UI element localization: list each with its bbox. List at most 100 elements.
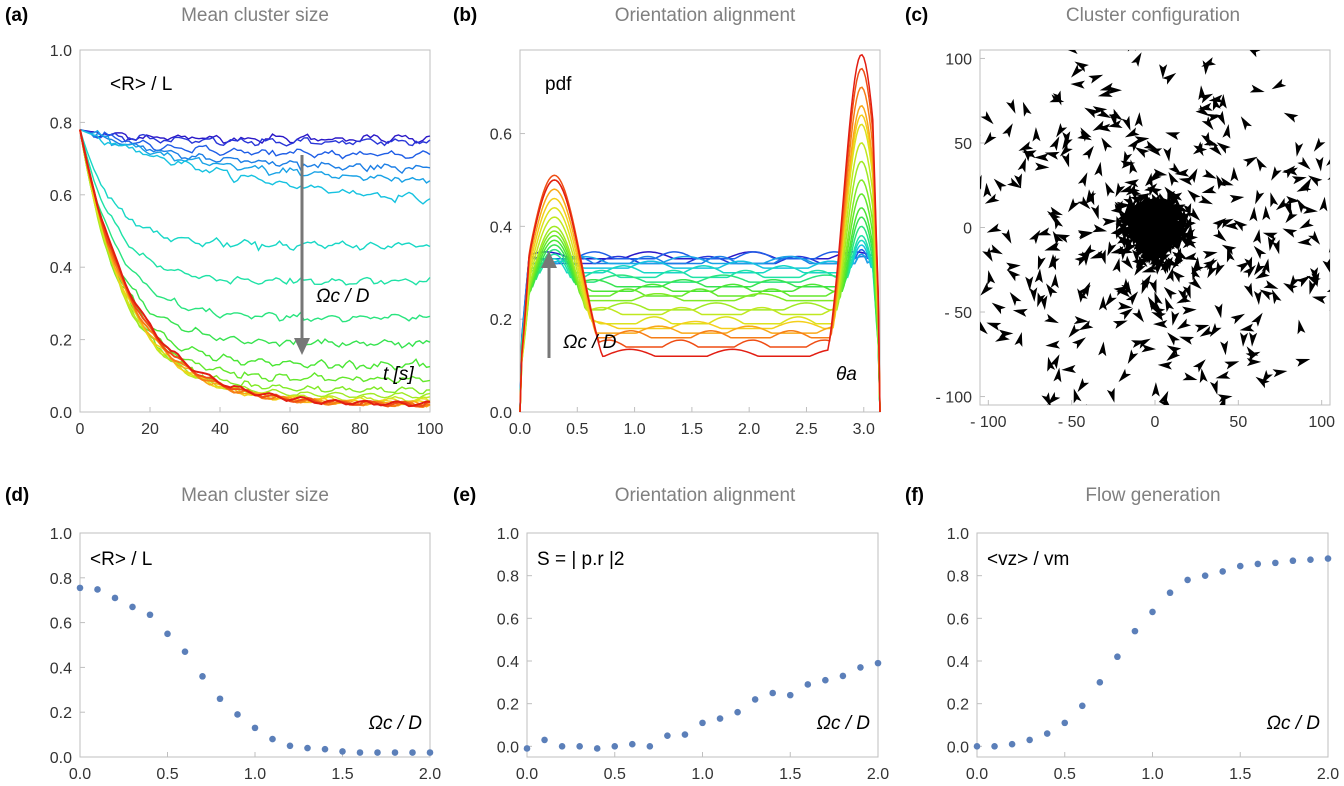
particle-arrow [1050, 273, 1059, 289]
y-tick-label: 0.0 [50, 405, 72, 422]
particle-arrow [1047, 391, 1061, 405]
particle-arrow [1212, 229, 1227, 242]
particle-arrow [1222, 124, 1231, 139]
particle-arrow [1165, 220, 1179, 235]
x-axis-label: Ωc / D [368, 713, 422, 734]
particle-arrow [1127, 138, 1140, 152]
x-tick-label: 1.5 [779, 766, 801, 783]
particle-arrow [1121, 224, 1136, 236]
particle-arrow [1275, 197, 1290, 211]
data-point [558, 743, 566, 750]
particle-arrow [1099, 82, 1115, 91]
y-tick-label: 0.4 [947, 654, 969, 671]
particle-arrow [1309, 279, 1318, 295]
panel-e: (e) Orientation alignment 0.0 0.5 1.0 1.5 2.0 0… [453, 485, 889, 783]
x-tick-label: 20 [141, 421, 159, 438]
particle-arrow [1217, 394, 1233, 403]
particle-arrow [1285, 196, 1301, 205]
particle-arrow [1110, 225, 1124, 240]
x-tick-label: 1.0 [623, 421, 645, 438]
particle-arrow [963, 189, 971, 203]
particle-arrow [1221, 244, 1237, 255]
particle-arrow [1249, 84, 1265, 93]
particle-arrow [1153, 237, 1167, 250]
particle-arrow [1112, 26, 1127, 34]
particle-arrow [1141, 192, 1150, 208]
particle-arrow [1054, 214, 1064, 230]
particle-arrow [1291, 176, 1307, 185]
particle-arrow [1218, 177, 1234, 186]
particle-arrow [1136, 242, 1150, 257]
particle-arrow [1084, 107, 1099, 119]
data-point [1219, 568, 1226, 575]
y-label-inner: pdf [545, 74, 572, 95]
y-tick-label: 0.0 [947, 739, 969, 756]
particle-arrow [1299, 218, 1314, 229]
particle-arrow [1153, 224, 1165, 239]
particle-arrow [983, 131, 997, 146]
particle-arrow [1118, 368, 1132, 383]
particle-arrow [1216, 174, 1226, 190]
particle-arrow [1270, 192, 1279, 208]
particle-arrow [1148, 279, 1157, 294]
y-tick-label: 100 [945, 51, 972, 68]
particle-arrow [980, 321, 988, 335]
particle-arrow [980, 282, 994, 296]
particle-arrow [1124, 127, 1140, 138]
particle-arrow [1117, 301, 1133, 310]
particle-arrow [1107, 241, 1117, 257]
particle-arrow [1242, 156, 1258, 167]
particle-arrow [1077, 288, 1088, 303]
particle-arrow [1132, 308, 1144, 323]
data-point [146, 611, 154, 619]
particle-arrow [1201, 116, 1214, 131]
data-point [1114, 653, 1121, 661]
particle-arrow [1108, 108, 1123, 121]
data-point [1043, 730, 1051, 737]
particle-arrow [1061, 152, 1070, 168]
particle-arrow [1074, 61, 1089, 73]
particle-arrow [1077, 285, 1091, 298]
y-label-inner: S = | p.r |2 [537, 549, 625, 570]
particle-arrow [1154, 229, 1170, 239]
y-label-inner: <R> / L [90, 549, 152, 570]
particle-arrow [1067, 50, 1078, 54]
particle-arrow [1147, 148, 1163, 157]
panel-label-e: (e) [453, 485, 476, 506]
particle-arrow [1044, 313, 1059, 324]
x-tick-label: 1.0 [1141, 766, 1163, 783]
data-point [593, 745, 601, 752]
particle-arrow [1332, 229, 1344, 242]
series-line-13 [519, 160, 881, 413]
particle-arrow [1149, 300, 1163, 315]
particle-arrow [1115, 216, 1125, 231]
particle-arrow [1039, 295, 1048, 311]
particle-arrow [1178, 287, 1186, 303]
x-tick-label: 2.0 [419, 766, 441, 783]
particle-arrow [1172, 255, 1184, 270]
data-point [991, 743, 998, 750]
particle-arrow [950, 189, 965, 198]
particle-arrow [1194, 324, 1210, 333]
data-point [541, 736, 548, 744]
particle-arrow [1283, 283, 1298, 294]
particle-arrow [1166, 345, 1182, 356]
particle-arrow [1192, 256, 1201, 272]
particle-arrow [1126, 201, 1135, 217]
particle-arrow [986, 223, 1002, 233]
particle-arrow [1226, 247, 1235, 263]
data-point [751, 696, 759, 703]
particle-arrow [1297, 319, 1306, 335]
data-point [251, 724, 259, 732]
particle-arrow [1059, 143, 1073, 157]
series-line-1 [79, 128, 431, 147]
particle-arrow [1061, 364, 1076, 373]
data-point [611, 743, 619, 750]
x-axis-label: Ωc / D [816, 713, 870, 734]
particle-arrow [993, 178, 1007, 192]
particle-arrow [1048, 255, 1057, 271]
particle-arrow [1271, 239, 1280, 255]
particle-arrow [1120, 160, 1136, 169]
particle-arrow [1246, 358, 1262, 367]
particle-arrow [1034, 162, 1050, 171]
